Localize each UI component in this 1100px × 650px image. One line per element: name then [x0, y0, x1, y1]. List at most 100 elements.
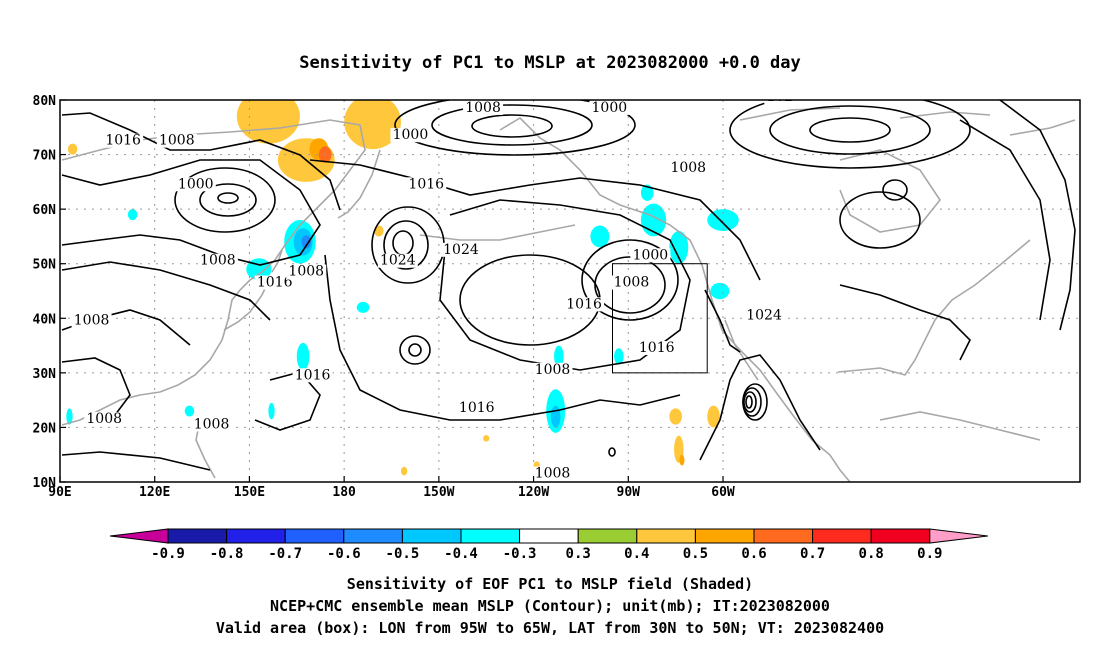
map-frame [59, 99, 1081, 483]
contour-label-bg [589, 100, 630, 115]
contour-label-bg [71, 313, 112, 328]
contour-label-bg [84, 411, 125, 426]
contour-label-bg [156, 133, 197, 148]
colorbar-swatch [577, 528, 638, 544]
contour-label-bg [292, 368, 333, 383]
lat-tick-label: 50N [33, 258, 57, 273]
coastline-caribbean [879, 411, 1041, 441]
colorbar-label: 0.8 [859, 546, 884, 562]
contour-label: 1008 [159, 133, 195, 149]
shaded-region-13 [356, 301, 370, 313]
shaded-region-12 [268, 402, 275, 420]
shaded-region-0 [236, 100, 300, 144]
contour [745, 395, 753, 409]
longitude-axis: 90E 120E 150E 180 150W 120W 90W 60W [48, 476, 735, 500]
contour-label-bg [630, 248, 671, 263]
colorbar-swatch [401, 528, 462, 544]
colorbar-swatch [870, 528, 931, 544]
coastline-hudson [839, 149, 941, 233]
lon-tick-label: 150W [423, 485, 454, 500]
shaded-region-33 [400, 466, 408, 476]
shaded-region-18 [554, 345, 564, 368]
contour [408, 343, 422, 357]
sensitivity-shading [66, 100, 739, 476]
colorbar-label: -0.4 [444, 546, 478, 562]
contour [471, 114, 553, 138]
contour-label-bg [744, 308, 785, 323]
figure-title: Sensitivity of PC1 to MSLP at 2023082000… [299, 53, 801, 73]
contour-label: 1008 [74, 313, 110, 329]
contour-label: 1000 [178, 176, 214, 192]
lon-tick-label: 90W [617, 485, 641, 500]
contour [999, 100, 1076, 331]
coastline-asia [61, 119, 366, 426]
colorbar-label: 0.7 [800, 546, 825, 562]
contour [608, 447, 616, 457]
coastline-baja [724, 319, 759, 381]
shaded-region-22 [669, 230, 689, 264]
contour [61, 112, 341, 211]
colorbar-swatch [812, 528, 872, 544]
contour-label-bg [191, 417, 232, 432]
colorbar-swatch [636, 528, 696, 544]
contour [324, 254, 681, 421]
contour-label-bg [764, 100, 796, 104]
contour [839, 284, 971, 361]
colorbar-swatch [343, 528, 403, 544]
contour-label-bg [636, 341, 677, 356]
colorbar-high-arrow [929, 528, 988, 544]
contour [839, 191, 921, 249]
contour [439, 199, 691, 371]
colorbar-label: 0.3 [566, 546, 591, 562]
colorbar-swatch [167, 528, 228, 544]
contour-label: 1016 [639, 340, 675, 356]
contour-label: 1024 [443, 242, 479, 258]
contour-label-bg [254, 275, 295, 290]
contour-label: 1008 [614, 275, 650, 291]
colorbar-low-arrow [109, 528, 169, 544]
colorbar-label: -0.3 [503, 546, 537, 562]
shaded-region-30 [66, 408, 73, 425]
contour-label-bg [532, 362, 573, 377]
contour-label: 1016 [295, 367, 331, 383]
contour-label: 1008 [535, 466, 571, 482]
colorbar-label: 0.6 [741, 546, 766, 562]
colorbar-label: -0.6 [327, 546, 361, 562]
contour [581, 239, 679, 321]
lon-tick-label: 120W [518, 485, 549, 500]
shaded-region-32 [483, 435, 490, 442]
contour-label-bg [377, 253, 418, 268]
lat-tick-label: 40N [33, 312, 57, 327]
contour-label-bg [286, 264, 327, 279]
lon-tick-label: 150E [234, 485, 265, 500]
contour-label: 1008 [670, 160, 706, 176]
contour [394, 100, 636, 156]
mslp-contours [61, 100, 1076, 471]
contour [882, 179, 908, 201]
contour-label: 1016 [257, 275, 293, 291]
contour [704, 289, 741, 353]
coastline-north-america [499, 116, 851, 482]
shaded-region-29 [679, 454, 685, 466]
shaded-region-14 [127, 209, 138, 221]
contour-label: 1016 [459, 400, 495, 416]
contour-label: 1008 [288, 264, 324, 280]
coastline-gulf [837, 239, 1031, 376]
shaded-region-1 [344, 100, 401, 150]
colorbar: -0.9 -0.8 -0.7 -0.6 -0.5 -0.4 -0.3 0.3 0.4 0.5 0.6… [109, 528, 988, 562]
shaded-region-17 [550, 405, 561, 428]
shaded-region-19 [590, 225, 610, 248]
contour-label-bg [456, 401, 497, 416]
contour-label: 1008 [86, 411, 122, 427]
colorbar-swatch [226, 528, 286, 544]
contour-label: 1008 [194, 416, 230, 432]
contour-label: 1024 [746, 307, 782, 323]
contour [399, 335, 431, 365]
caption-line-2: NCEP+CMC ensemble mean MSLP (Contour); u… [270, 597, 830, 615]
contour-label-bg [406, 177, 447, 192]
colorbar-label: -0.7 [268, 546, 302, 562]
shaded-region-25 [640, 184, 654, 201]
colorbar-label: -0.9 [151, 546, 185, 562]
